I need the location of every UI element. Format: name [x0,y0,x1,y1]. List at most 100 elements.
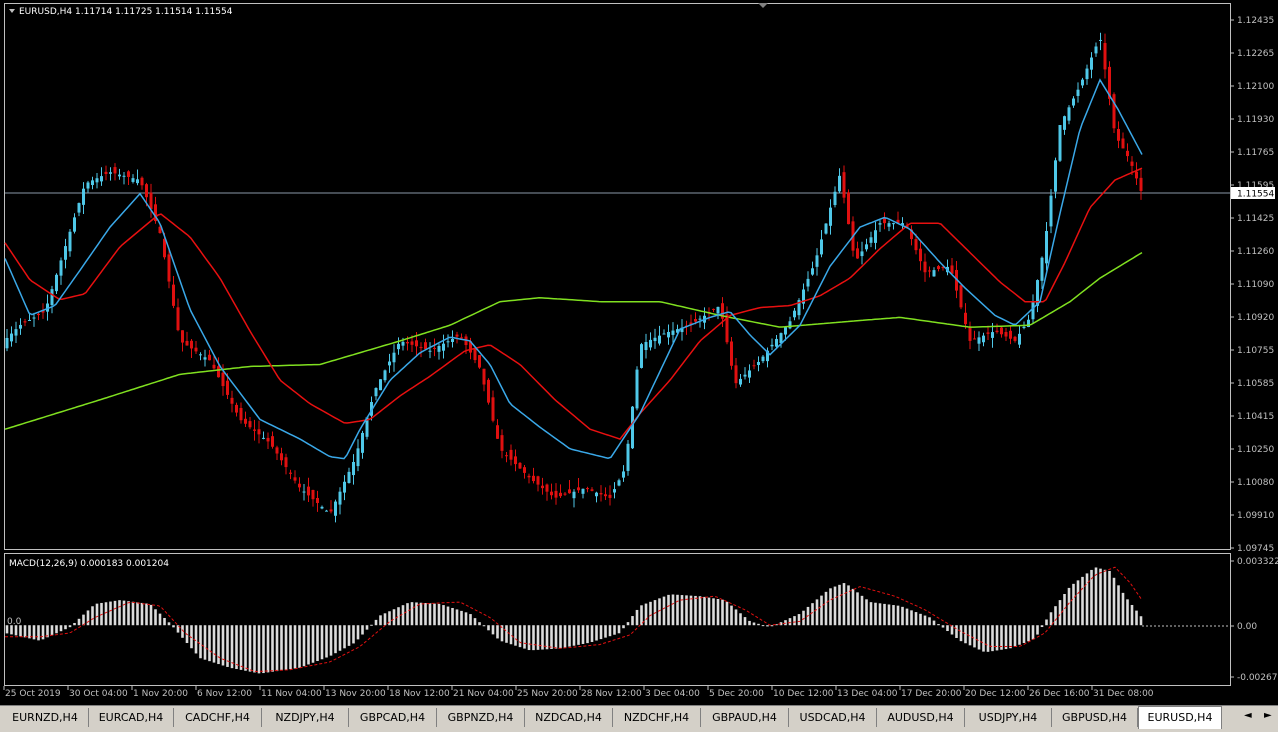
tab-eurnzd-h4[interactable]: EURNZD,H4 [2,708,89,727]
candle-body [608,494,612,498]
macd-bar [325,625,328,658]
tab-audusd-h4[interactable]: AUDUSD,H4 [877,708,965,727]
tab-gbpaud-h4[interactable]: GBPAUD,H4 [701,708,789,727]
macd-axis[interactable]: 0.003322 0.00 -0.002678 [1230,557,1278,683]
candle-body [1049,195,1053,227]
tab-gbpcad-h4[interactable]: GBPCAD,H4 [349,708,437,727]
macd-bar [1108,570,1111,626]
tab-usdjpy-h4[interactable]: USDJPY,H4 [965,708,1052,727]
macd-bar [473,618,477,626]
macd-bar [460,610,463,626]
chart-area[interactable]: EURUSD,H4 1.11714 1.11725 1.11514 1.1155… [0,0,1278,705]
candle-body [941,267,945,269]
candle-body [964,312,967,325]
macd-bar [392,609,396,626]
macd-bar [248,625,252,672]
scroll-tabs-right-button[interactable]: ► [1264,710,1272,721]
macd-bar [401,605,405,626]
candle-body [316,498,319,504]
candle-body [280,453,283,461]
time-tick-label: 30 Oct 04:00 [69,689,128,699]
macd-bar [199,625,202,659]
macd-pane[interactable]: MACD(12,26,9) 0.000183 0.001204 0.0 [4,553,1231,686]
candle-body [1130,161,1134,166]
tab-cadchf-h4[interactable]: CADCHF,H4 [174,708,262,727]
candle-body [32,317,36,319]
candle-body [10,333,13,342]
candle-body [302,491,306,493]
tab-nzdjpy-h4[interactable]: NZDJPY,H4 [262,708,349,727]
chart-menu-arrow-icon[interactable] [9,9,15,13]
macd-bar [1049,612,1053,626]
macd-bar [1085,573,1089,626]
candle-body [365,417,369,437]
candle-body [136,179,139,184]
candle-body [410,341,414,345]
macd-bar [766,625,769,627]
candle-body [689,322,693,325]
macd-bar [356,625,360,640]
candle-body [1072,98,1075,106]
macd-bar [599,625,603,640]
macd-bar [901,606,904,626]
tab-nzdcad-h4[interactable]: NZDCAD,H4 [525,708,613,727]
tab-gbpusd-h4[interactable]: GBPUSD,H4 [1052,708,1138,727]
macd-bar [914,612,918,626]
macd-bar [509,625,513,645]
main-pane[interactable]: EURUSD,H4 1.11714 1.11725 1.11514 1.1155… [4,3,1231,550]
candle-body [658,335,661,344]
candle-body [212,364,216,369]
candle-body [1126,150,1129,157]
candle-body [811,268,814,275]
candle-body [838,175,841,192]
macd-bar [379,615,382,626]
macd-bar [995,625,999,651]
macd-bar [406,603,409,626]
macd-bar [608,625,612,637]
candle-body [50,289,54,306]
macd-bar [181,625,184,638]
macd-bar [644,603,648,626]
candle-body [406,341,409,344]
scroll-tabs-left-button[interactable]: ◄ [1244,710,1252,721]
candle-body [761,356,765,362]
tab-nzdchf-h4[interactable]: NZDCHF,H4 [613,708,701,727]
macd-bar [617,625,621,634]
macd-bar [797,614,801,626]
candle-body [455,334,459,337]
price-tick-label: 1.11260 [1237,247,1274,257]
macd-bar [581,625,585,644]
time-axis[interactable]: 25 Oct 2019 30 Oct 04:00 1 Nov 20:00 6 Nov … [3,686,1154,699]
shift-marker[interactable] [758,3,768,8]
macd-bar [1099,568,1102,626]
candle-body [559,492,562,497]
candle-body [680,327,684,333]
candle-body [253,429,256,431]
macd-bar [284,625,288,670]
tab-gbpnzd-h4[interactable]: GBPNZD,H4 [437,708,525,727]
macd-bar [1040,625,1044,628]
macd-bar [613,625,616,635]
macd-bar [721,599,724,626]
macd-bar [712,598,715,626]
symbol-ohlc-header: EURUSD,H4 1.11714 1.11725 1.11514 1.1155… [19,7,233,17]
candle-body [847,192,850,225]
candle-body [1013,336,1017,341]
macd-bar [923,615,927,626]
candle-body [1121,138,1125,149]
tab-eurusd-h4[interactable]: EURUSD,H4 [1138,706,1222,729]
price-axis[interactable]: 1.12435 1.12265 1.12100 1.11930 1.11765 1.115… [1230,16,1274,554]
candle-body [217,366,220,378]
time-tick-label: 25 Nov 20:00 [517,689,578,699]
candle-body [509,449,513,460]
candle-body [1063,116,1066,130]
macd-bar [959,625,963,642]
tab-usdcad-h4[interactable]: USDCAD,H4 [789,708,877,727]
candle-body [523,467,526,473]
candle-body [59,260,63,276]
macd-bar [748,620,751,626]
candle-body [923,261,927,273]
candle-body [698,318,702,320]
tab-eurcad-h4[interactable]: EURCAD,H4 [89,708,174,727]
candle-body [428,350,432,352]
